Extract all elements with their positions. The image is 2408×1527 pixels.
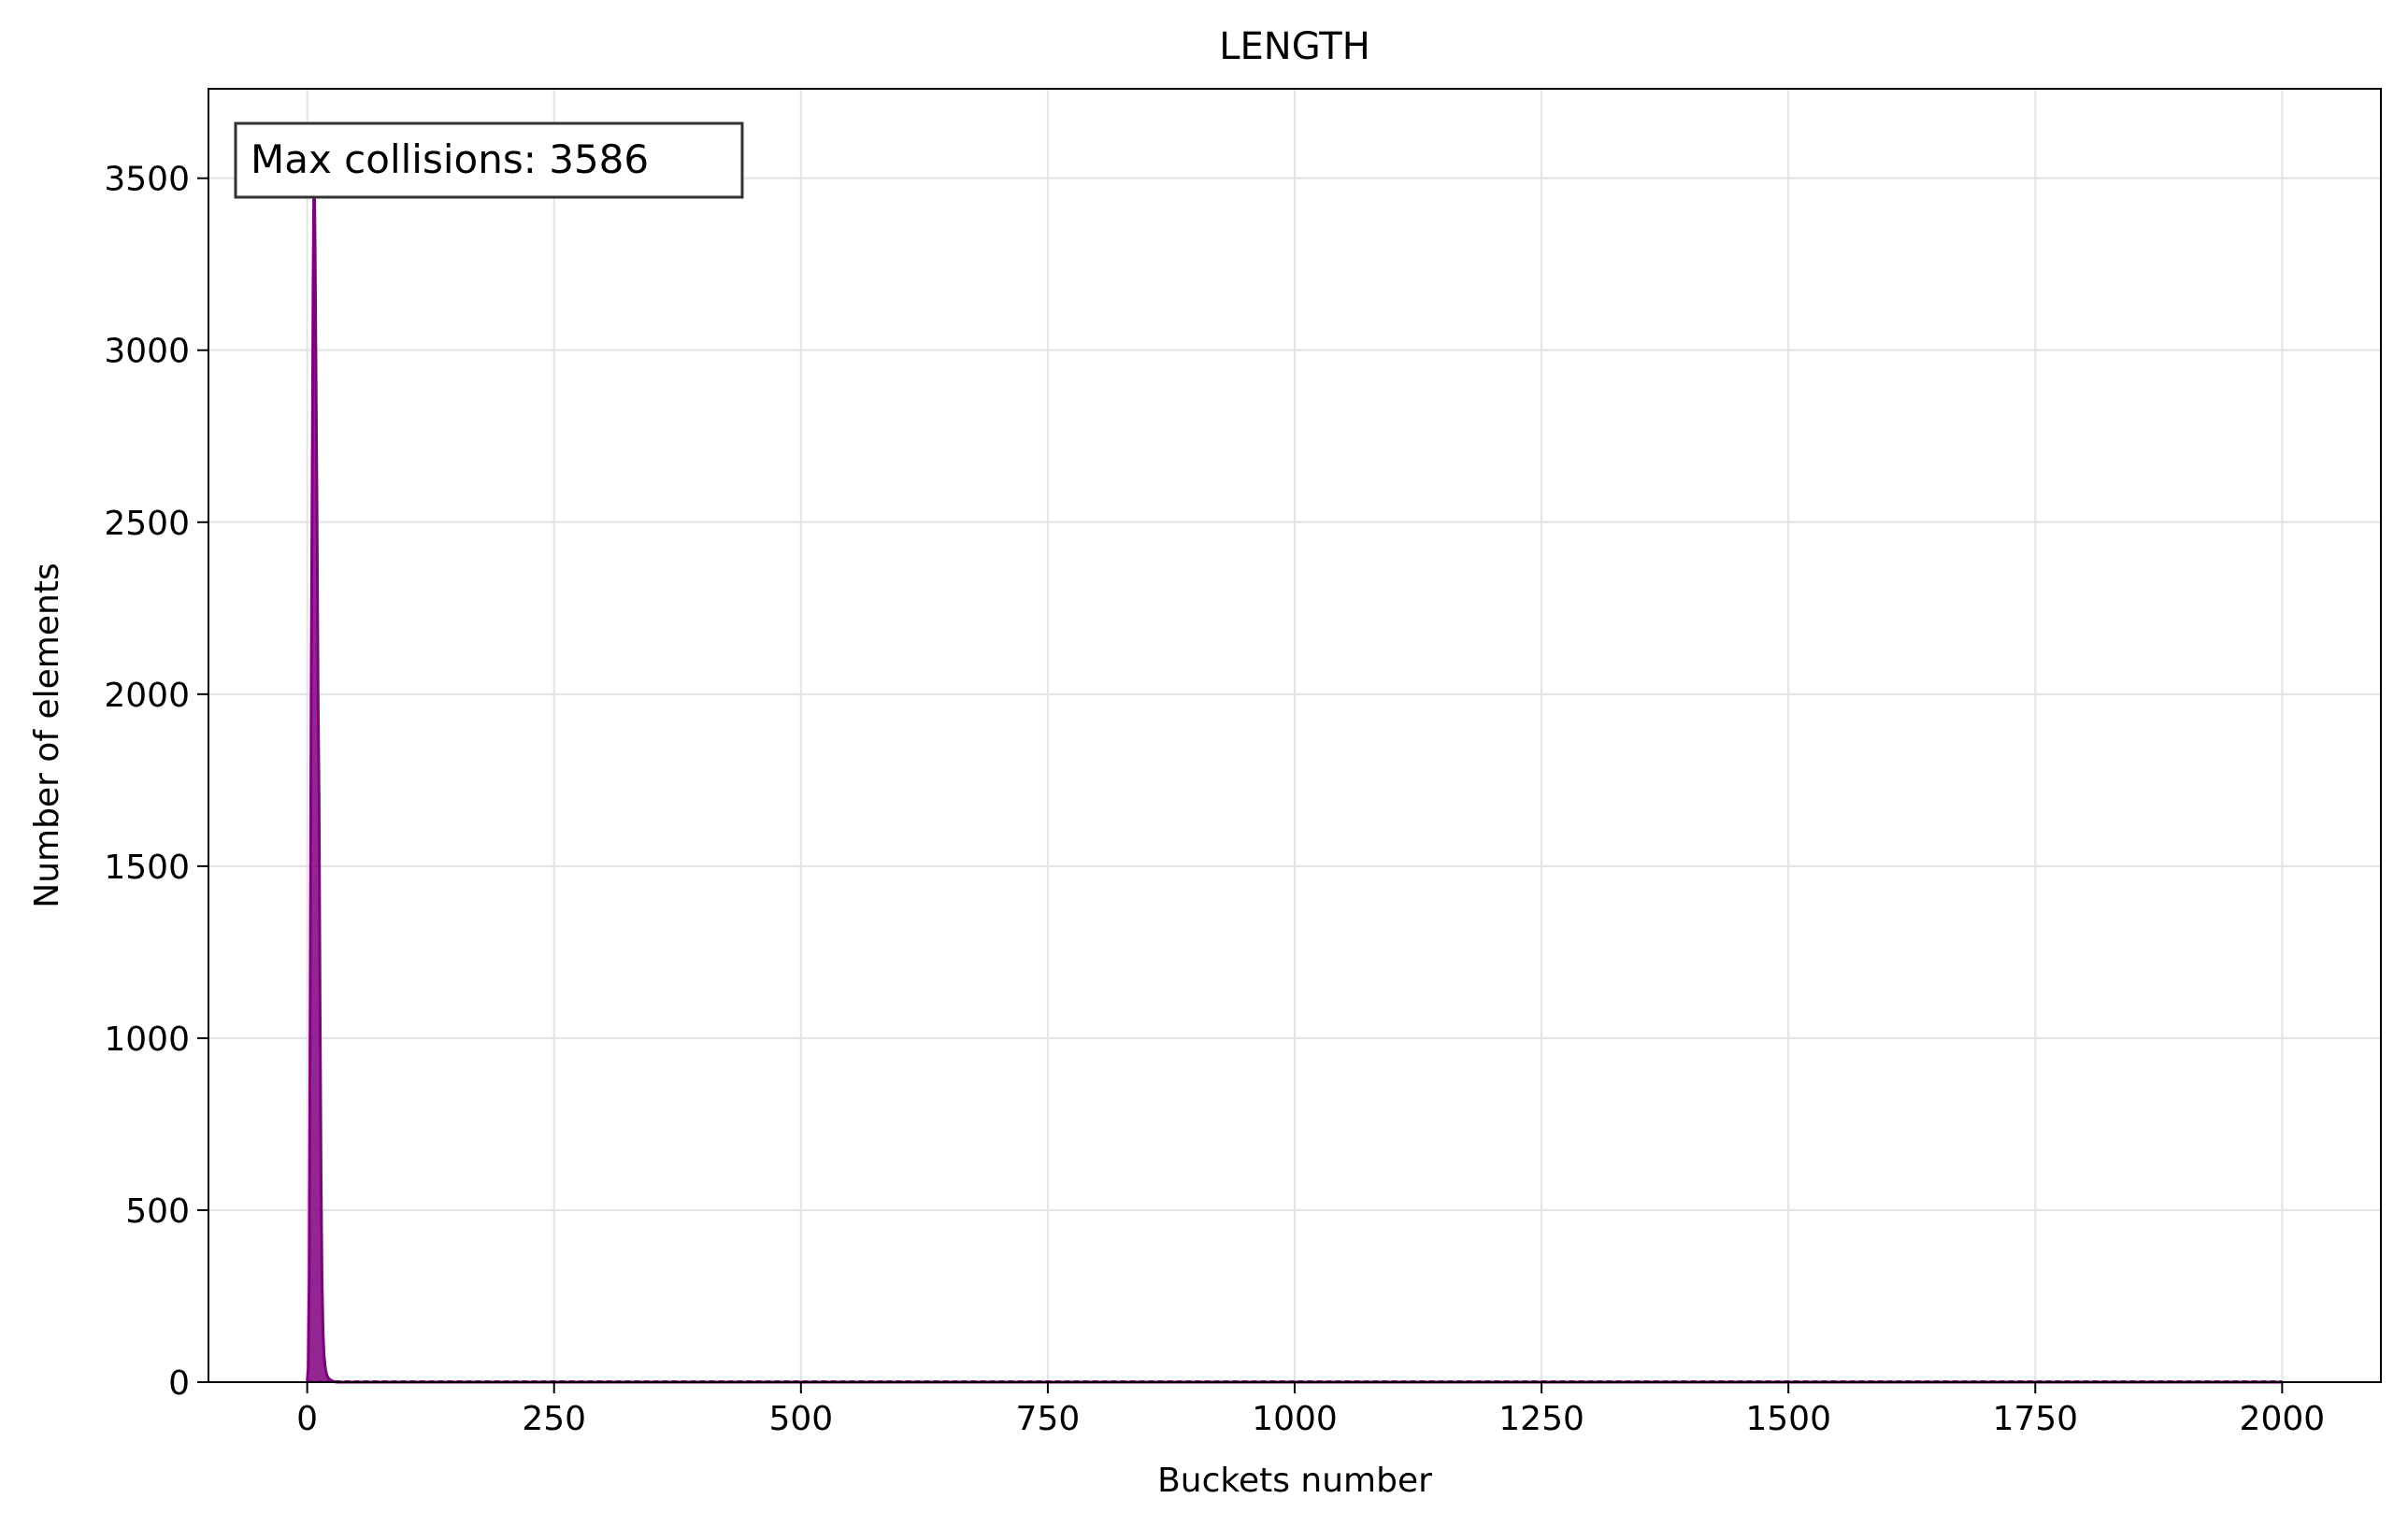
annotation-text: Max collisions: 3586 — [251, 136, 649, 182]
x-axis-label: Buckets number — [1157, 1462, 1432, 1500]
grid — [208, 89, 2381, 1383]
y-tick-label: 3000 — [104, 333, 190, 371]
y-tick-label: 1000 — [104, 1020, 190, 1059]
annotation-box: Max collisions: 3586 — [234, 121, 744, 199]
y-axis-label: Number of elements — [28, 563, 66, 907]
x-tick-label: 250 — [522, 1400, 586, 1438]
x-tick-label: 2000 — [2240, 1400, 2326, 1438]
x-tick-label: 750 — [1016, 1400, 1081, 1438]
x-tick-label: 500 — [768, 1400, 833, 1438]
chart-title: LENGTH — [1219, 25, 1370, 68]
x-tick-label: 0 — [296, 1400, 318, 1438]
x-tick-label: 1000 — [1252, 1400, 1338, 1438]
y-tick-label: 3500 — [104, 161, 190, 199]
x-tick-label: 1250 — [1498, 1400, 1584, 1438]
y-tick-label: 1500 — [104, 849, 190, 887]
y-tick-label: 2500 — [104, 505, 190, 543]
axis-ticks: 0 250 500 750 1000 1250 1500 1750 2000 0 500 1000 15… — [104, 161, 2325, 1438]
y-tick-label: 500 — [125, 1192, 190, 1231]
y-tick-label: 0 — [168, 1364, 190, 1403]
annotation-frame — [234, 121, 744, 199]
series-line — [306, 149, 2283, 1384]
x-tick-label: 1500 — [1745, 1400, 1831, 1438]
x-tick-label: 1750 — [1992, 1400, 2078, 1438]
y-tick-label: 2000 — [104, 677, 190, 715]
